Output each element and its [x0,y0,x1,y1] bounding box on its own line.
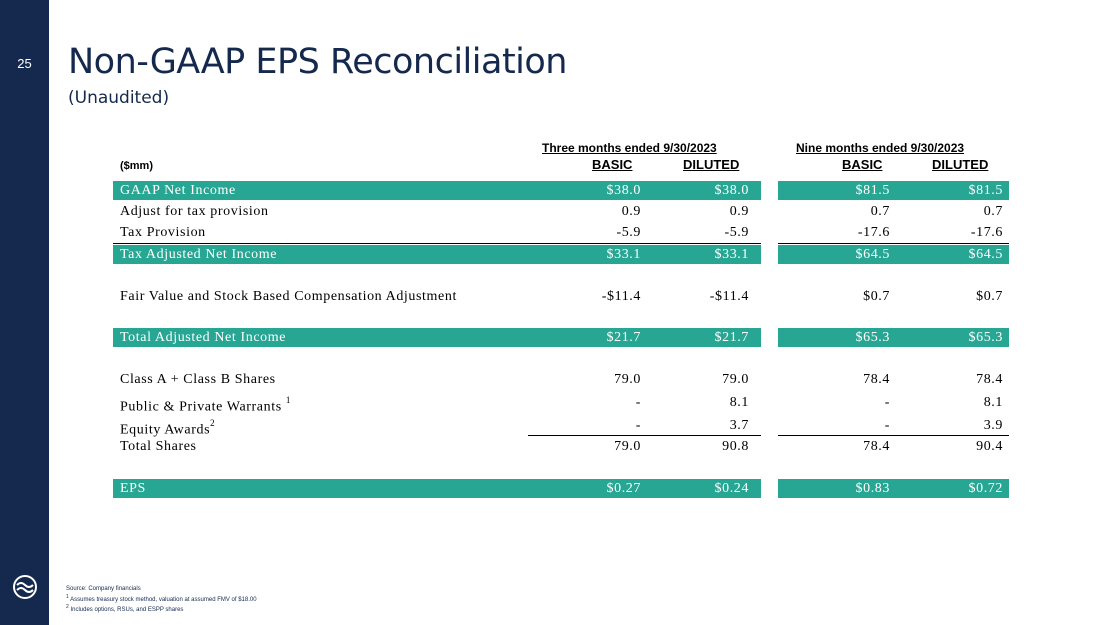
cell-n-basic: -17.6 [857,225,890,240]
cell-n-basic: - [884,395,890,410]
period-header-nine-months: Nine months ended 9/30/2023 [796,141,965,155]
cell-q-diluted: -$11.4 [709,289,749,304]
cell-q-basic: $38.0 [606,183,641,198]
table-row-total-adjusted-net-income: Total Adjusted Net Income $21.7 $21.7 $6… [0,328,1100,347]
cell-q-diluted: 79.0 [722,372,749,387]
cell-q-basic: $33.1 [606,247,641,262]
cell-q-basic: -$11.4 [601,289,641,304]
cell-q-diluted: 8.1 [729,395,749,410]
cell-q-basic: -5.9 [616,225,641,240]
rule-above-tax-adjusted-left [113,243,761,244]
col-header-q-basic: BASIC [592,157,633,172]
footnote-mark: 2 [210,418,216,428]
cell-q-basic: $21.7 [606,330,641,345]
page-title: Non-GAAP EPS Reconciliation [68,42,568,82]
rule-above-tax-adjusted-right [778,243,1009,244]
table-row-eps: EPS $0.27 $0.24 $0.83 $0.72 [0,479,1100,498]
cell-n-basic: $0.83 [855,481,890,496]
table-row-tax-provision: Tax Provision -5.9 -5.9 -17.6 -17.6 [0,223,1100,242]
col-header-q-diluted: DILUTED [683,157,740,172]
unit-label: ($mm) [120,160,154,172]
page-subtitle: (Unaudited) [68,88,170,108]
cell-n-basic: - [884,418,890,433]
cell-q-diluted: -5.9 [724,225,749,240]
row-label: Public & Private Warrants [120,399,282,415]
footnotes: Source: Company financials 1 Assumes tre… [66,586,257,615]
cell-q-diluted: 90.8 [722,439,749,454]
row-label: GAAP Net Income [120,183,236,198]
cell-n-basic: $65.3 [855,330,890,345]
col-header-n-diluted: DILUTED [932,157,989,172]
page-number: 25 [17,56,32,71]
row-label: Total Adjusted Net Income [120,330,287,345]
row-label: Class A + Class B Shares [120,372,276,387]
cell-n-basic: 78.4 [863,439,890,454]
left-sidebar: 25 [0,0,49,625]
highlight-bar-taxadj-right [778,245,1009,264]
cell-q-diluted: $0.24 [714,481,749,496]
row-label: Total Shares [120,439,197,454]
cell-n-diluted: $65.3 [968,330,1003,345]
cell-n-diluted: $81.5 [968,183,1003,198]
footnote-source: Source: Company financials [66,586,141,592]
cell-q-basic: - [635,418,641,433]
footnote-1: 1 Assumes treasury stock method, valuati… [66,593,257,603]
company-logo-icon [13,575,37,599]
cell-q-basic: 79.0 [614,372,641,387]
cell-q-diluted: $38.0 [714,183,749,198]
cell-n-diluted: 78.4 [976,372,1003,387]
cell-q-basic: - [635,395,641,410]
row-label-wrap: Public & Private Warrants 1 [120,393,291,417]
cell-q-basic: 0.9 [621,204,641,219]
row-label: Fair Value and Stock Based Compensation … [120,289,457,304]
row-label-wrap: Equity Awards2 [120,416,215,440]
footnote-mark: 1 [285,395,291,405]
rule-above-total-shares-left [528,435,761,436]
cell-n-basic: 0.7 [870,204,890,219]
col-header-n-basic: BASIC [842,157,883,172]
row-label: Tax Adjusted Net Income [120,247,278,262]
table-row-warrants: Public & Private Warrants 1 - 8.1 - 8.1 [0,393,1100,415]
cell-n-diluted: $0.72 [968,481,1003,496]
cell-n-basic: $0.7 [863,289,890,304]
table-row-class-shares: Class A + Class B Shares 79.0 79.0 78.4 … [0,370,1100,389]
cell-q-basic: 79.0 [614,439,641,454]
footnote-2: 2 Includes options, RSUs, and ESPP share… [66,604,184,613]
highlight-bar-gaap-left [113,181,761,200]
row-label: EPS [120,481,146,496]
cell-q-diluted: 0.9 [729,204,749,219]
table-row-total-shares: Total Shares 79.0 90.8 78.4 90.4 [0,437,1100,456]
highlight-bar-eps-right [778,479,1009,498]
row-label: Equity Awards [120,422,211,438]
period-header-three-months: Three months ended 9/30/2023 [542,141,717,155]
cell-q-basic: $0.27 [606,481,641,496]
highlight-bar-total-left [113,328,761,347]
rule-above-total-shares-right [778,435,1009,436]
highlight-bar-gaap-right [778,181,1009,200]
cell-n-basic: $64.5 [855,247,890,262]
cell-n-diluted: $64.5 [968,247,1003,262]
cell-q-diluted: 3.7 [729,418,749,433]
table-row-adjust-tax-provision: Adjust for tax provision 0.9 0.9 0.7 0.7 [0,202,1100,221]
highlight-bar-total-right [778,328,1009,347]
table-row-gaap-net-income: GAAP Net Income $38.0 $38.0 $81.5 $81.5 [0,181,1100,200]
cell-n-diluted: $0.7 [976,289,1003,304]
cell-n-basic: 78.4 [863,372,890,387]
row-label: Adjust for tax provision [120,204,269,219]
cell-n-diluted: 8.1 [983,395,1003,410]
table-row-fair-value-adjustment: Fair Value and Stock Based Compensation … [0,287,1100,306]
table-row-tax-adjusted-net-income: Tax Adjusted Net Income $33.1 $33.1 $64.… [0,245,1100,264]
highlight-bar-eps-left [113,479,761,498]
cell-n-basic: $81.5 [855,183,890,198]
cell-n-diluted: 3.9 [983,418,1003,433]
cell-q-diluted: $33.1 [714,247,749,262]
cell-q-diluted: $21.7 [714,330,749,345]
cell-n-diluted: 90.4 [976,439,1003,454]
cell-n-diluted: -17.6 [970,225,1003,240]
row-label: Tax Provision [120,225,206,240]
cell-n-diluted: 0.7 [983,204,1003,219]
highlight-bar-taxadj-left [113,245,761,264]
table-row-equity-awards: Equity Awards2 - 3.7 - 3.9 [0,416,1100,438]
